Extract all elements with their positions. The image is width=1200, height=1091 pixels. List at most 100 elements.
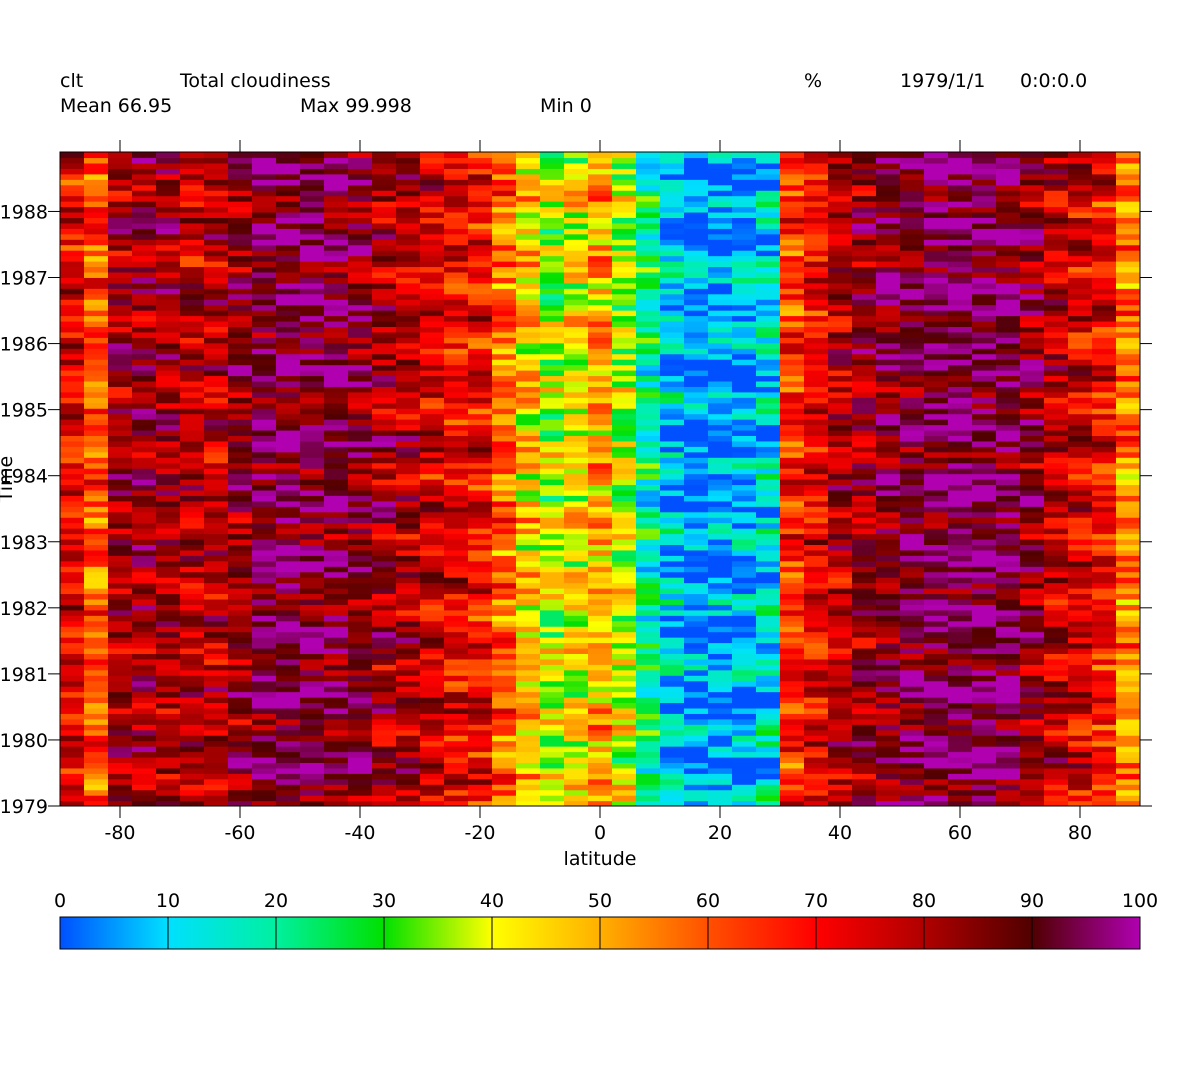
heatmap-cell xyxy=(804,631,829,638)
heatmap-cell xyxy=(444,522,469,529)
heatmap-cell xyxy=(108,800,133,806)
heatmap-cell xyxy=(876,446,901,453)
heatmap-cell xyxy=(876,756,901,763)
heatmap-cell xyxy=(948,658,973,665)
heatmap-cell xyxy=(900,724,925,731)
heatmap-cell xyxy=(276,762,301,769)
heatmap-cell xyxy=(852,424,877,431)
heatmap-cell xyxy=(60,511,85,518)
heatmap-cell xyxy=(804,440,829,447)
heatmap-cell xyxy=(972,691,997,698)
heatmap-cell xyxy=(372,615,397,622)
heatmap-cell xyxy=(444,637,469,644)
heatmap-cell xyxy=(972,380,997,387)
heatmap-cell xyxy=(780,239,805,246)
heatmap-cell xyxy=(636,751,661,758)
heatmap-cell xyxy=(924,479,949,486)
heatmap-cell xyxy=(804,484,829,491)
heatmap-cell xyxy=(180,555,205,562)
heatmap-cell xyxy=(780,304,805,311)
heatmap-cell xyxy=(300,152,325,159)
heatmap-cell xyxy=(396,468,421,475)
heatmap-cell xyxy=(444,326,469,333)
heatmap-cell xyxy=(252,337,277,344)
heatmap-cell xyxy=(612,549,637,556)
heatmap-cell xyxy=(444,484,469,491)
heatmap-cell xyxy=(588,528,613,535)
heatmap-cell xyxy=(444,157,469,164)
heatmap-cell xyxy=(276,468,301,475)
heatmap-cell xyxy=(612,746,637,753)
heatmap-cell xyxy=(300,795,325,802)
heatmap-cell xyxy=(588,457,613,464)
heatmap-cell xyxy=(948,675,973,682)
heatmap-cell xyxy=(444,424,469,431)
heatmap-cell xyxy=(756,729,781,736)
heatmap-cell xyxy=(324,626,349,633)
heatmap-cell xyxy=(1044,555,1069,562)
heatmap-cell xyxy=(636,424,661,431)
heatmap-cell xyxy=(396,429,421,436)
heatmap-cell xyxy=(804,615,829,622)
heatmap-cell xyxy=(180,429,205,436)
heatmap-cell xyxy=(420,331,445,338)
heatmap-cell xyxy=(708,168,733,175)
heatmap-cell xyxy=(252,729,277,736)
heatmap-cell xyxy=(156,489,181,496)
heatmap-cell xyxy=(516,419,541,426)
heatmap-cell xyxy=(636,195,661,202)
heatmap-cell xyxy=(396,756,421,763)
heatmap-cell xyxy=(996,299,1021,306)
heatmap-cell xyxy=(156,588,181,595)
heatmap-cell xyxy=(228,462,253,469)
heatmap-cell xyxy=(60,261,85,268)
heatmap-cell xyxy=(276,277,301,284)
heatmap-cell xyxy=(108,446,133,453)
heatmap-cell xyxy=(252,233,277,240)
heatmap-cell xyxy=(924,157,949,164)
heatmap-cell xyxy=(684,735,709,742)
heatmap-cell xyxy=(372,533,397,540)
heatmap-cell xyxy=(780,397,805,404)
heatmap-cell xyxy=(852,348,877,355)
heatmap-cell xyxy=(1044,538,1069,545)
heatmap-cell xyxy=(564,555,589,562)
heatmap-cell xyxy=(108,282,133,289)
heatmap-cell xyxy=(564,522,589,529)
heatmap-cell xyxy=(540,702,565,709)
heatmap-cell xyxy=(444,468,469,475)
heatmap-cell xyxy=(156,528,181,535)
heatmap-cell xyxy=(564,168,589,175)
heatmap-cell xyxy=(588,304,613,311)
heatmap-cell xyxy=(924,495,949,502)
heatmap-cell xyxy=(1020,555,1045,562)
heatmap-cell xyxy=(468,647,493,654)
heatmap-cell xyxy=(228,511,253,518)
heatmap-cell xyxy=(732,566,757,573)
heatmap-cell xyxy=(852,168,877,175)
heatmap-cell xyxy=(516,773,541,780)
heatmap-cell xyxy=(156,228,181,235)
heatmap-cell xyxy=(420,228,445,235)
heatmap-cell xyxy=(132,380,157,387)
heatmap-cell xyxy=(156,756,181,763)
heatmap-cell xyxy=(444,451,469,458)
heatmap-cell xyxy=(900,631,925,638)
heatmap-cell xyxy=(156,320,181,327)
heatmap-cell xyxy=(948,375,973,382)
heatmap-cell xyxy=(612,500,637,507)
heatmap-cell xyxy=(540,233,565,240)
heatmap-cell xyxy=(564,408,589,415)
heatmap-cell xyxy=(276,397,301,404)
heatmap-cell xyxy=(252,713,277,720)
heatmap-cell xyxy=(252,598,277,605)
heatmap-cell xyxy=(156,282,181,289)
heatmap-cell xyxy=(588,353,613,360)
heatmap-cell xyxy=(324,517,349,524)
heatmap-cell xyxy=(300,331,325,338)
heatmap-cell xyxy=(348,250,373,257)
heatmap-cell xyxy=(180,620,205,627)
heatmap-cell xyxy=(540,500,565,507)
heatmap-cell xyxy=(492,495,517,502)
heatmap-cell xyxy=(1020,588,1045,595)
